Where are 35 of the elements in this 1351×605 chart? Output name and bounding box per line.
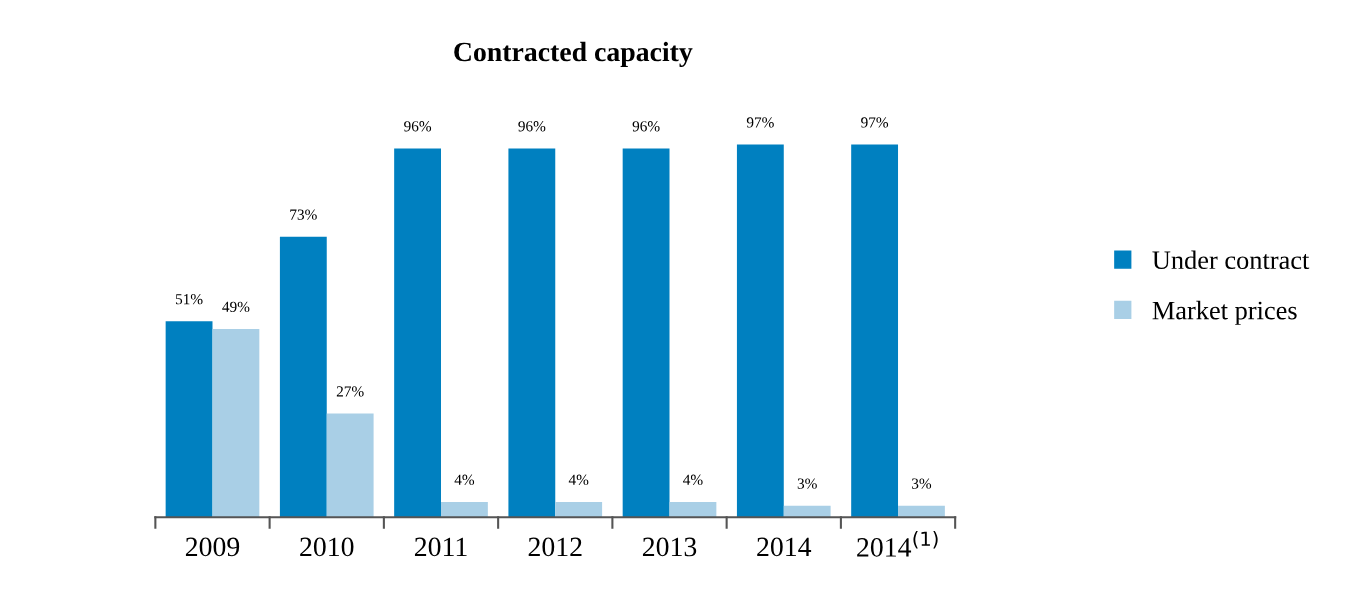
x-tick-label: 2010 [300,537,354,557]
data-label: 49% [222,301,250,313]
x-tick-label: 2009 [185,537,240,557]
data-label: 4% [454,474,475,485]
bar [165,321,213,518]
data-label: 97% [746,117,774,128]
legend-label: Under contract [1152,250,1310,270]
bar [441,501,488,518]
x-tick-label: 2011 [414,537,467,557]
bar [736,144,784,518]
x-tick-label: 2013 [642,537,697,557]
data-label: 27% [336,386,364,397]
legend-label: Market prices [1152,300,1297,325]
bar [212,328,260,518]
data-label: 73% [290,209,317,220]
data-label: 96% [518,121,546,132]
bar [508,148,556,518]
data-label: 96% [632,121,660,132]
data-label: 4% [568,474,589,485]
data-label: 96% [404,121,432,132]
bar [326,413,374,518]
chart-title: Contracted capacity [454,41,693,68]
data-label: 3% [797,478,817,489]
data-label: 4% [683,474,703,485]
data-label: 3% [912,478,932,489]
data-label: 97% [861,117,889,128]
x-tick-label: 2012 [528,537,582,557]
bar [279,236,327,518]
data-label: 51% [175,294,203,305]
bar [394,148,442,518]
bar [555,501,603,518]
x-tick-label: 2014 [757,537,812,557]
bar [622,148,670,518]
bar [851,144,899,518]
x-tick-label: 2014$^{(1)}$ [857,531,938,557]
